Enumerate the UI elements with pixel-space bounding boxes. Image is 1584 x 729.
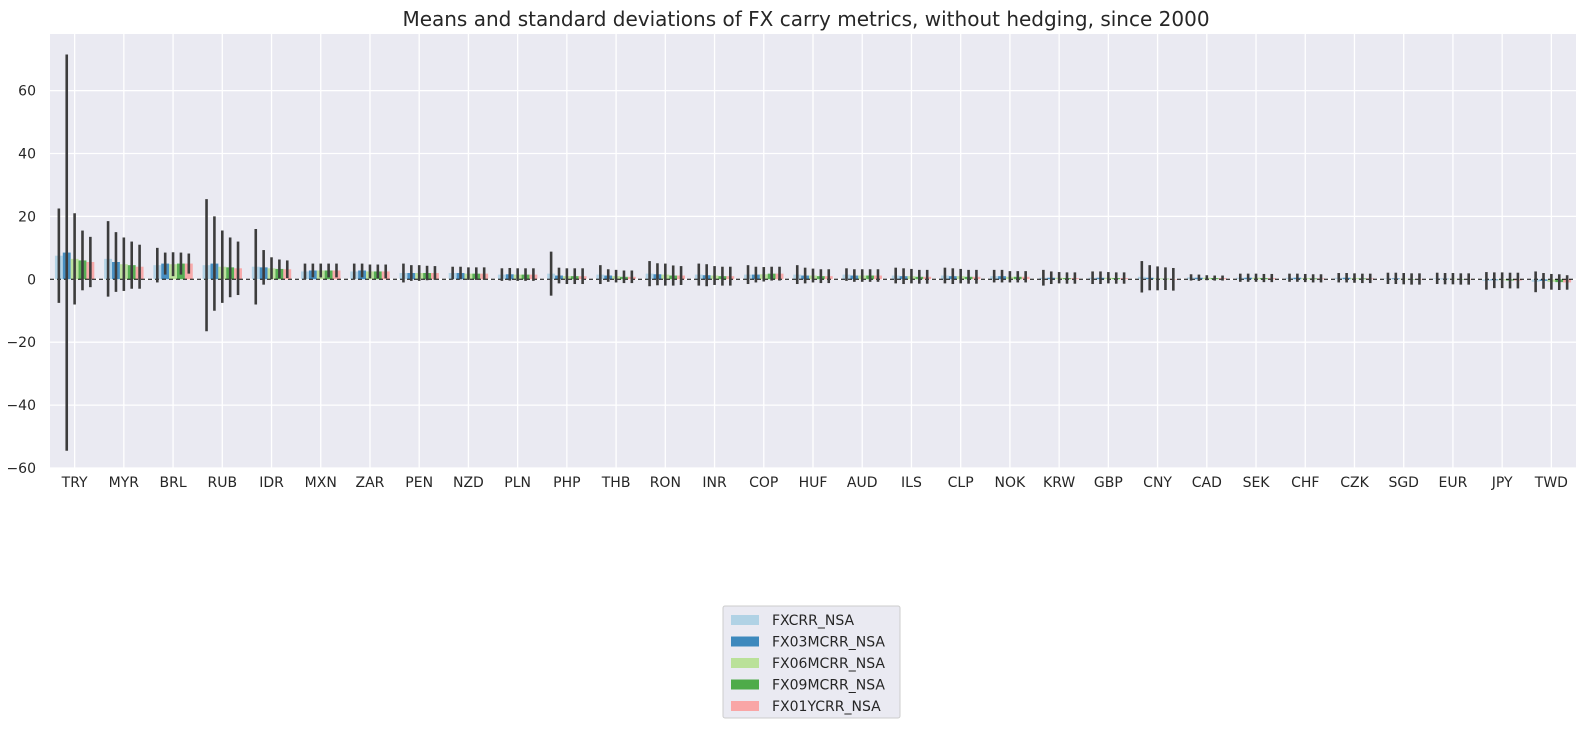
legend: FXCRR_NSA FX03MCRR_NSA FX06MCRR_NSA FX09MCR… (722, 605, 901, 719)
x-tick-label: NZD (453, 475, 484, 491)
y-tick-label: 60 (18, 84, 36, 100)
x-tick-label: GBP (1094, 475, 1123, 491)
x-tick-label: CLP (948, 475, 974, 491)
x-tick-label: RON (650, 475, 681, 491)
x-tick-label: BRL (159, 475, 186, 491)
x-tick-label: INR (702, 475, 727, 491)
legend-swatch (731, 679, 759, 690)
y-tick-label: 0 (27, 272, 36, 288)
x-tick-label: EUR (1439, 475, 1468, 491)
x-tick-label: SGD (1388, 475, 1419, 491)
legend-swatch (731, 658, 759, 668)
x-tick-label: SEK (1243, 475, 1271, 491)
gridlines (50, 34, 1576, 469)
legend-swatch (731, 615, 759, 625)
x-tick-label: TWD (1534, 475, 1568, 491)
x-tick-label: AUD (847, 475, 878, 491)
x-tick-label: RUB (207, 475, 237, 491)
x-tick-label: IDR (259, 475, 284, 491)
legend-label: FX09MCRR_NSA (772, 678, 885, 694)
x-tick-label: PHP (553, 475, 580, 491)
legend-swatch (731, 636, 759, 647)
x-tick-label: CHF (1291, 475, 1319, 491)
x-tick-label: TRY (61, 475, 88, 491)
x-tick-label: CAD (1192, 475, 1222, 491)
x-tick-label: HUF (799, 475, 828, 491)
x-tick-label: JPY (1491, 475, 1513, 491)
x-tick-label: CNY (1143, 475, 1172, 491)
legend-box (722, 605, 901, 719)
x-tick-label: CZK (1340, 475, 1369, 491)
y-tick-label: −60 (6, 461, 36, 477)
x-tick-label: COP (749, 475, 778, 491)
x-tick-label: PLN (504, 475, 531, 491)
x-tick-label: MYR (109, 475, 140, 491)
error-bars (57, 54, 1569, 451)
x-tick-label: KRW (1043, 475, 1075, 491)
legend-label: FX06MCRR_NSA (772, 656, 885, 672)
x-tick-label: PEN (405, 475, 433, 491)
chart-title: Means and standard deviations of FX carr… (402, 7, 1209, 31)
x-tick-label: ZAR (356, 475, 385, 491)
y-tick-label: −20 (6, 335, 36, 351)
y-tick-label: 40 (18, 147, 36, 163)
legend-label: FXCRR_NSA (772, 613, 854, 629)
legend-label: FX01YCRR_NSA (772, 699, 881, 715)
x-tick-label: THB (601, 475, 631, 491)
legend-swatch (731, 701, 759, 711)
legend-label: FX03MCRR_NSA (772, 635, 885, 651)
x-tick-label: MXN (305, 475, 337, 491)
y-tick-label: 20 (18, 209, 36, 225)
y-tick-label: −40 (6, 398, 36, 414)
x-axis-ticks: TRY MYR BRL RUB IDR MXN ZAR PEN NZD PLN PHP THB RON I… (61, 475, 1568, 491)
x-tick-label: NOK (995, 475, 1026, 491)
y-axis-ticks: −60 −40 −20 0 20 40 60 (6, 84, 36, 477)
x-tick-label: ILS (901, 475, 922, 491)
